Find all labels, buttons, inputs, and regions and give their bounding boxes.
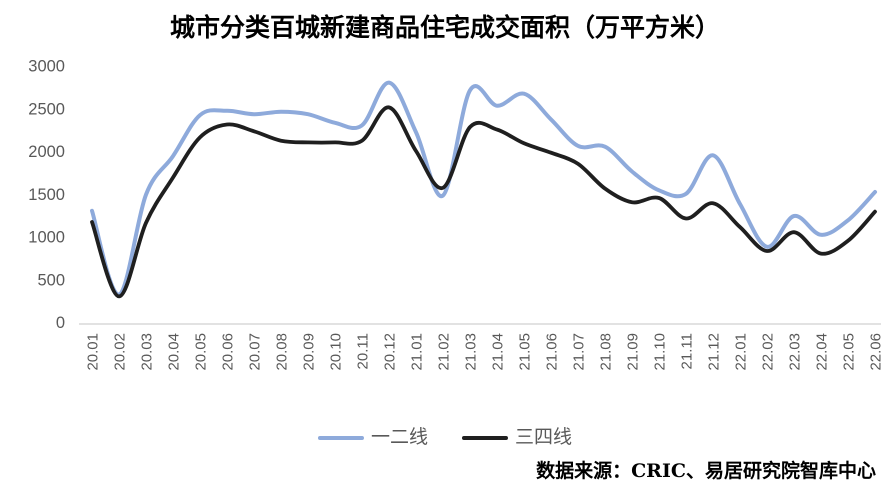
x-tick-label: 21.03 <box>463 333 480 371</box>
legend-swatch-tier34-icon <box>462 436 508 440</box>
chart-title: 城市分类百城新建商品住宅成交面积（万平方米） <box>169 13 720 42</box>
legend-swatch-tier12-icon <box>317 436 364 440</box>
legend-item-tier34: 三四线 <box>462 426 572 450</box>
x-tick-label: 22.03 <box>787 333 804 371</box>
x-tick-label: 21.04 <box>490 333 507 371</box>
y-tick-label: 2000 <box>28 143 65 161</box>
x-tick-label: 21.11 <box>679 333 696 369</box>
legend-label-tier12: 一二线 <box>370 427 428 448</box>
x-tick-label: 20.02 <box>112 333 129 371</box>
x-tick-label: 21.10 <box>652 333 669 371</box>
series-line-tier34 <box>90 105 877 299</box>
x-tick-label: 20.10 <box>328 333 345 371</box>
x-tick-label: 20.07 <box>247 333 264 371</box>
x-tick-label: 20.12 <box>382 333 399 371</box>
legend: 一二线 三四线 <box>317 426 572 450</box>
y-tick-label: 500 <box>37 271 65 289</box>
x-tick-label: 21.02 <box>436 333 453 371</box>
x-tick-label: 21.07 <box>571 333 588 371</box>
x-tick-label: 20.06 <box>220 333 237 371</box>
x-tick-label: 20.05 <box>193 333 210 371</box>
x-tick-label: 21.06 <box>544 333 561 371</box>
y-tick-label: 3000 <box>28 58 65 76</box>
x-tick-label: 21.05 <box>517 333 534 371</box>
legend-label-tier34: 三四线 <box>515 427 573 448</box>
source-note: 数据来源：CRIC、易居研究院智库中心 <box>536 460 876 482</box>
x-tick-label: 20.11 <box>355 333 372 369</box>
x-tick-label: 20.04 <box>166 333 183 371</box>
x-tick-label: 20.09 <box>301 333 318 371</box>
x-tick-label: 21.01 <box>409 333 426 371</box>
series-line-tier12 <box>90 80 877 297</box>
y-tick-label: 0 <box>56 314 65 332</box>
x-tick-label: 22.01 <box>733 333 750 371</box>
x-tick-label: 20.01 <box>85 333 102 371</box>
x-tick-label: 20.03 <box>139 333 156 371</box>
x-tick-label: 21.08 <box>598 333 615 371</box>
x-tick-label: 22.04 <box>814 333 831 371</box>
legend-item-tier12: 一二线 <box>317 426 428 450</box>
y-tick-label: 1000 <box>28 229 65 247</box>
x-tick-label: 21.09 <box>625 333 642 371</box>
y-tick-label: 1500 <box>28 186 65 204</box>
x-tick-label: 22.05 <box>841 333 858 371</box>
x-tick-label: 21.12 <box>706 333 723 371</box>
x-tick-label: 22.06 <box>868 333 885 371</box>
y-tick-label: 2500 <box>28 100 65 118</box>
x-tick-label: 22.02 <box>760 333 777 371</box>
x-tick-label: 20.08 <box>274 333 291 371</box>
